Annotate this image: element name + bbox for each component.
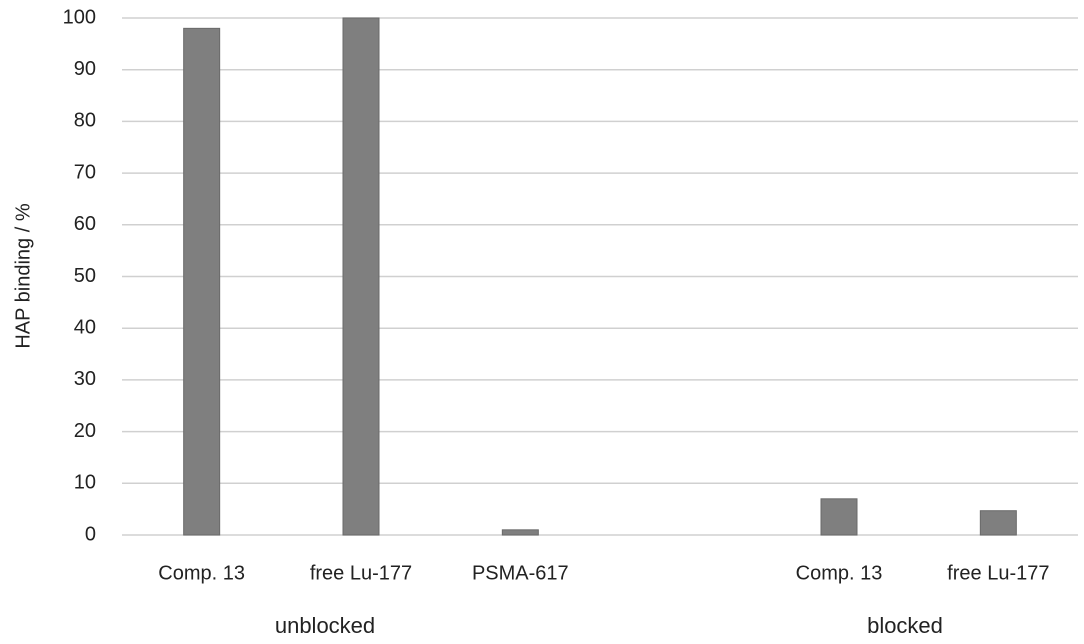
bar bbox=[820, 498, 858, 536]
y-tick-label: 30 bbox=[74, 368, 96, 390]
y-tick-label: 0 bbox=[85, 523, 96, 545]
y-axis-label: HAP binding / % bbox=[12, 203, 34, 348]
group-label: unblocked bbox=[275, 613, 375, 638]
y-tick-label: 90 bbox=[74, 58, 96, 80]
y-tick-label: 100 bbox=[63, 6, 96, 28]
y-tick-label: 70 bbox=[74, 161, 96, 183]
bar bbox=[501, 529, 539, 536]
group-label: blocked bbox=[867, 613, 943, 638]
y-tick-label: 20 bbox=[74, 420, 96, 442]
x-tick-label: PSMA-617 bbox=[472, 562, 569, 584]
y-tick-label: 10 bbox=[74, 472, 96, 494]
y-tick-label: 60 bbox=[74, 213, 96, 235]
bar bbox=[342, 17, 380, 536]
y-tick-label: 50 bbox=[74, 265, 96, 287]
x-tick-label: free Lu-177 bbox=[947, 562, 1049, 584]
y-tick-label: 40 bbox=[74, 316, 96, 338]
y-tick-label: 80 bbox=[74, 110, 96, 132]
x-tick-label: Comp. 13 bbox=[158, 562, 245, 584]
x-tick-label: Comp. 13 bbox=[796, 562, 883, 584]
bar bbox=[183, 27, 221, 536]
x-tick-label: free Lu-177 bbox=[310, 562, 412, 584]
bar bbox=[979, 510, 1017, 536]
